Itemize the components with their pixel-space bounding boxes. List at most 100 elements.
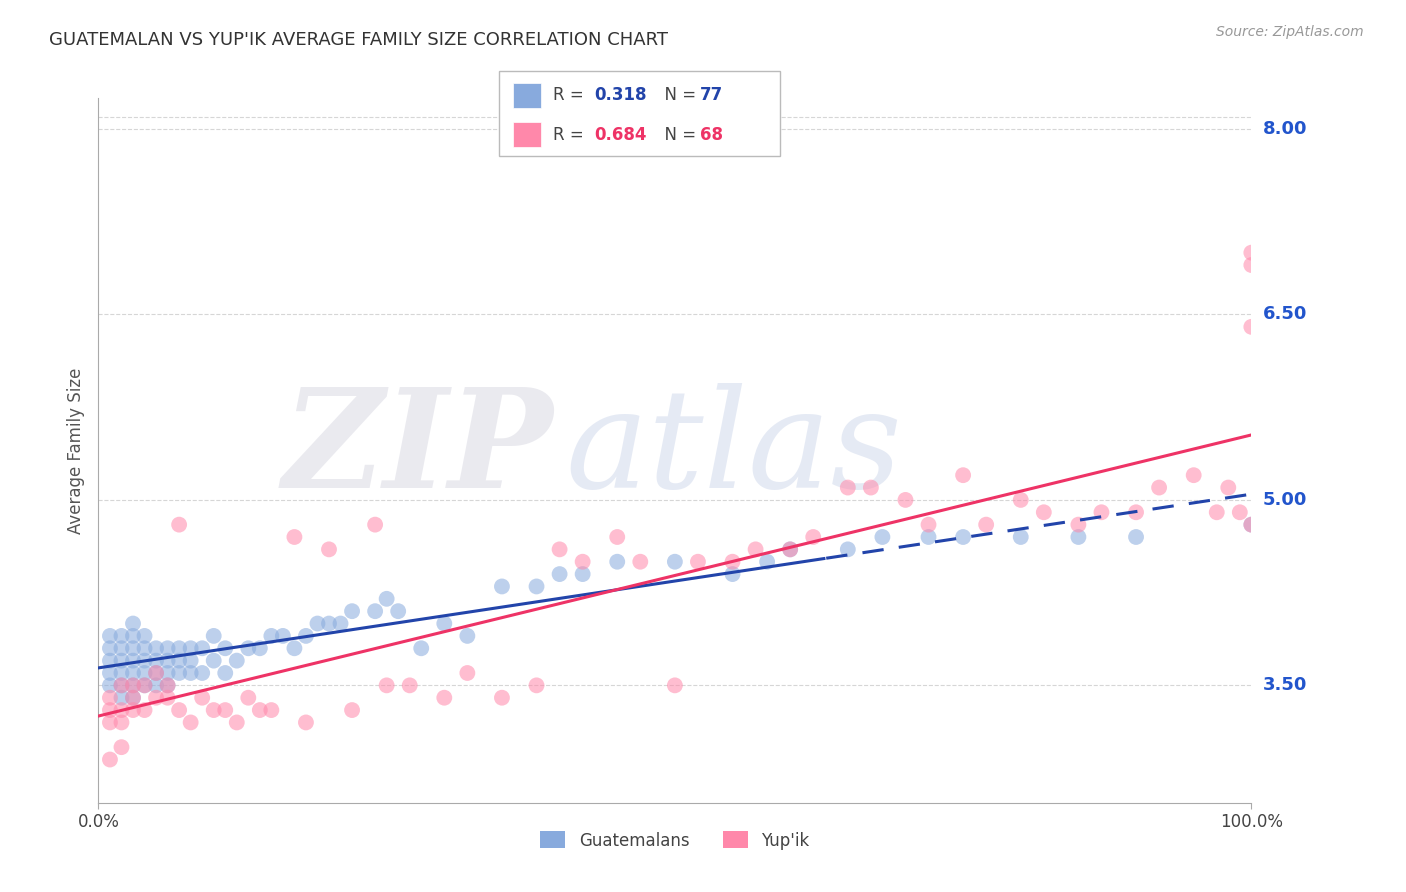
Point [134, 654, 156, 668]
Point [456, 629, 478, 643]
Y-axis label: Average Family Size: Average Family Size [66, 368, 84, 533]
Point [180, 641, 202, 656]
Point [98, 752, 121, 766]
Point [110, 629, 132, 643]
Point [571, 567, 593, 582]
Point [318, 542, 340, 557]
Point [364, 517, 387, 532]
Point [721, 567, 744, 582]
Point [167, 654, 190, 668]
Point [145, 678, 167, 692]
Point [837, 481, 859, 495]
Text: atlas: atlas [565, 384, 903, 517]
Point [110, 654, 132, 668]
Point [1240, 319, 1263, 334]
Point [122, 641, 145, 656]
Point [122, 690, 145, 705]
Point [606, 530, 628, 544]
Point [686, 555, 709, 569]
Point [180, 715, 202, 730]
Point [110, 641, 132, 656]
Point [110, 740, 132, 755]
Point [1125, 530, 1147, 544]
Text: 6.50: 6.50 [1263, 305, 1306, 324]
Point [122, 678, 145, 692]
Point [156, 654, 179, 668]
Point [145, 641, 167, 656]
Point [1090, 505, 1112, 519]
Text: GUATEMALAN VS YUP'IK AVERAGE FAMILY SIZE CORRELATION CHART: GUATEMALAN VS YUP'IK AVERAGE FAMILY SIZE… [49, 31, 668, 49]
Point [1218, 481, 1240, 495]
Point [122, 703, 145, 717]
Point [110, 690, 132, 705]
Point [156, 665, 179, 680]
Text: Source: ZipAtlas.com: Source: ZipAtlas.com [1216, 25, 1364, 39]
Point [260, 703, 283, 717]
Point [1125, 505, 1147, 519]
Point [1240, 245, 1263, 260]
Point [260, 629, 283, 643]
Point [110, 703, 132, 717]
Point [1182, 468, 1205, 483]
Point [134, 678, 156, 692]
Point [249, 641, 271, 656]
Point [801, 530, 824, 544]
Point [238, 690, 260, 705]
Text: 77: 77 [700, 87, 724, 104]
Point [1240, 517, 1263, 532]
Point [295, 715, 318, 730]
Point [98, 715, 121, 730]
Point [456, 665, 478, 680]
Point [156, 678, 179, 692]
Point [548, 542, 571, 557]
Point [156, 641, 179, 656]
Point [756, 555, 779, 569]
Point [134, 629, 156, 643]
Point [202, 654, 225, 668]
Point [145, 654, 167, 668]
Text: 0.318: 0.318 [595, 87, 647, 104]
Point [491, 579, 513, 593]
Point [571, 555, 593, 569]
Point [398, 678, 420, 692]
Point [191, 690, 214, 705]
Point [167, 665, 190, 680]
Point [295, 629, 318, 643]
Text: N =: N = [654, 126, 702, 144]
Point [156, 690, 179, 705]
Point [548, 567, 571, 582]
Point [98, 678, 121, 692]
Point [1229, 505, 1251, 519]
Legend: Guatemalans, Yup'ik: Guatemalans, Yup'ik [531, 823, 818, 858]
Point [526, 579, 548, 593]
Point [167, 641, 190, 656]
Point [134, 665, 156, 680]
Point [145, 690, 167, 705]
Point [1067, 517, 1090, 532]
Point [110, 678, 132, 692]
Point [202, 703, 225, 717]
Point [98, 641, 121, 656]
Point [526, 678, 548, 692]
Point [894, 492, 917, 507]
Point [1067, 530, 1090, 544]
Point [364, 604, 387, 618]
Point [145, 665, 167, 680]
Point [433, 616, 456, 631]
Point [411, 641, 433, 656]
Point [134, 703, 156, 717]
Point [917, 517, 939, 532]
Point [974, 517, 997, 532]
Point [180, 665, 202, 680]
Point [917, 530, 939, 544]
Point [283, 641, 305, 656]
Point [375, 591, 398, 606]
Point [664, 555, 686, 569]
Point [145, 665, 167, 680]
Point [98, 665, 121, 680]
Point [1010, 492, 1032, 507]
Text: 68: 68 [700, 126, 723, 144]
Point [340, 703, 363, 717]
Point [98, 703, 121, 717]
Point [387, 604, 409, 618]
